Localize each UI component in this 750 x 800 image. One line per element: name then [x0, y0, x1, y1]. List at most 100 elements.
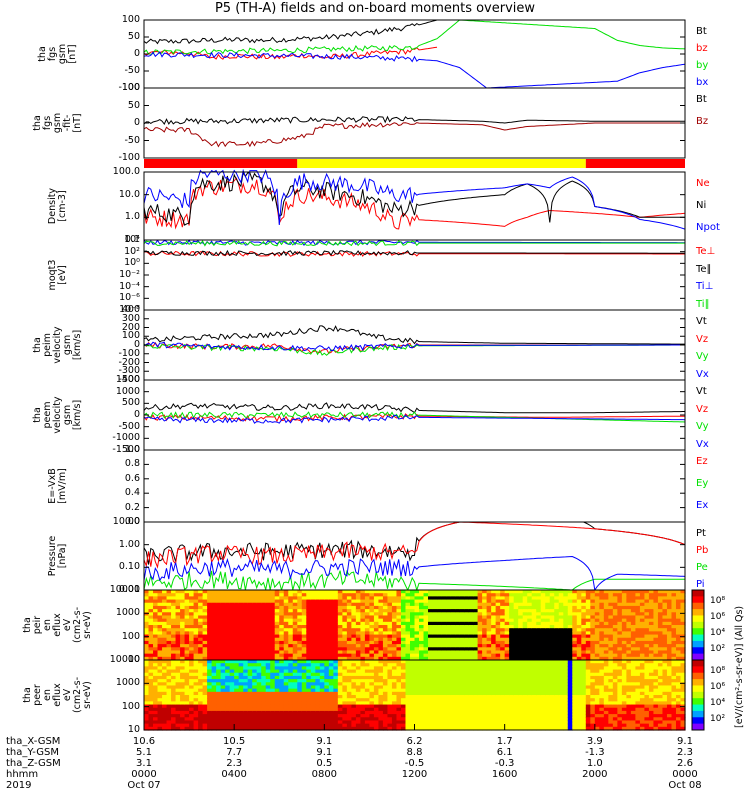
heatmap-cell: [675, 644, 682, 648]
heatmap-cell: [644, 599, 650, 604]
heatmap-cell: [405, 666, 411, 671]
heatmap-cell: [572, 650, 578, 655]
heatmap-cell: [432, 704, 438, 709]
heatmap-cell: [473, 663, 479, 667]
heatmap-cell: [216, 609, 222, 613]
heatmap-cell: [464, 593, 470, 597]
heatmap-cell: [346, 682, 352, 687]
heatmap-cell: [486, 618, 492, 623]
heatmap-cell: [261, 723, 267, 728]
heatmap-cell: [518, 634, 524, 639]
heatmap-cell: [409, 726, 416, 731]
heatmap-cell: [563, 691, 569, 696]
heatmap-cell: [531, 621, 537, 626]
heatmap-cell: [486, 701, 492, 706]
heatmap-cell: [441, 710, 447, 715]
heatmap-cell: [193, 685, 199, 690]
heatmap-cell: [337, 688, 343, 693]
heatmap-cell: [527, 695, 533, 699]
heatmap-cell: [225, 615, 231, 620]
heatmap-cell: [382, 675, 389, 680]
heatmap-cell: [590, 672, 596, 677]
heatmap-cell: [292, 615, 298, 620]
heatmap-cell: [243, 625, 249, 629]
heatmap-cell: [437, 640, 443, 645]
heatmap-cell: [198, 660, 204, 664]
heatmap-cell: [256, 628, 262, 632]
heatmap-cell: [148, 666, 154, 671]
heatmap-cell: [527, 679, 533, 683]
heatmap-cell: [455, 701, 461, 706]
heatmap-cell: [238, 688, 244, 693]
heatmap-cell: [473, 710, 479, 715]
heatmap-cell: [446, 618, 452, 623]
heatmap-cell: [234, 634, 240, 639]
heatmap-cell: [648, 596, 655, 601]
heatmap-cell: [405, 682, 411, 687]
heatmap-cell: [657, 618, 664, 623]
heatmap-cell: [193, 675, 199, 680]
heatmap-cell: [193, 650, 199, 655]
heatmap-cell: [234, 710, 240, 715]
heatmap-cell: [193, 688, 199, 693]
heatmap-cell: [324, 698, 330, 702]
heatmap-cell: [288, 590, 294, 594]
heatmap-cell: [450, 701, 456, 706]
heatmap-cell: [477, 675, 483, 680]
heatmap-cell: [292, 644, 298, 648]
heatmap-cell: [468, 599, 474, 604]
heatmap-cell: [157, 710, 163, 715]
heatmap-cell: [162, 609, 168, 613]
heatmap-cell: [225, 602, 231, 607]
heatmap-cell: [252, 602, 258, 607]
heatmap-cell: [522, 653, 528, 658]
heatmap-cell: [599, 625, 605, 629]
heatmap-cell: [166, 691, 172, 696]
heatmap-cell: [648, 609, 655, 613]
heatmap-cell: [162, 707, 168, 712]
heatmap-cell: [468, 644, 474, 648]
heatmap-cell: [270, 679, 276, 683]
heatmap-cell: [432, 618, 438, 623]
heatmap-cell: [238, 650, 244, 655]
heatmap-cell: [405, 640, 411, 645]
heatmap-cell: [315, 710, 321, 715]
heatmap-cell: [274, 605, 280, 610]
heatmap-cell: [153, 640, 159, 645]
heatmap-cell: [441, 605, 447, 610]
heatmap-cell: [198, 602, 204, 607]
heatmap-cell: [617, 634, 623, 639]
heatmap-cell: [567, 714, 573, 718]
heatmap-cell: [603, 653, 609, 658]
heatmap-cell: [184, 612, 190, 617]
heatmap-cell: [459, 650, 465, 655]
heatmap-cell: [243, 637, 249, 642]
heatmap-cell: [342, 675, 348, 680]
heatmap-cell: [355, 599, 361, 604]
heatmap-cell: [576, 621, 582, 626]
heatmap-cell: [409, 656, 416, 661]
heatmap-cell: [180, 695, 186, 699]
heatmap-cell: [567, 707, 573, 712]
heatmap-cell: [531, 618, 537, 623]
heatmap-cell: [572, 675, 578, 680]
heatmap-cell: [585, 714, 591, 718]
heatmap-cell: [423, 609, 429, 613]
heatmap-cell: [482, 691, 488, 696]
heatmap-cell: [319, 590, 325, 594]
heatmap-cell: [585, 621, 591, 626]
heatmap-cell: [590, 634, 596, 639]
heatmap-cell: [288, 628, 294, 632]
heatmap-cell: [180, 625, 186, 629]
heatmap-cell: [590, 691, 596, 696]
heatmap-cell: [207, 691, 213, 696]
heatmap-cell: [283, 631, 289, 636]
heatmap-cell: [450, 660, 456, 664]
heatmap-cell: [373, 698, 380, 702]
heatmap-cell: [328, 634, 334, 639]
heatmap-cell: [288, 612, 294, 617]
heatmap-cell: [369, 618, 375, 623]
heatmap-cell: [419, 653, 425, 658]
heatmap-cell: [297, 653, 303, 658]
heatmap-cell: [419, 621, 425, 626]
